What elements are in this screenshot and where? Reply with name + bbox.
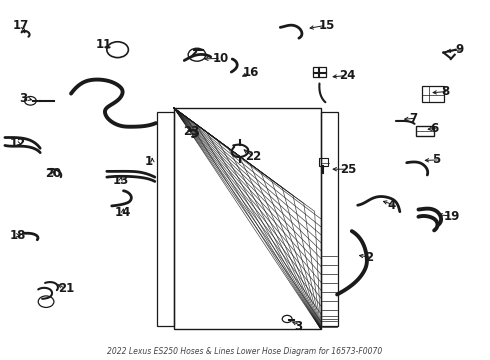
Text: 6: 6 (430, 122, 439, 135)
Bar (321, 112, 338, 326)
Text: 19: 19 (444, 210, 460, 222)
Text: 1: 1 (145, 155, 153, 168)
Text: 2: 2 (366, 251, 374, 264)
Text: 13: 13 (113, 174, 129, 187)
Text: 12: 12 (10, 137, 26, 150)
Text: 16: 16 (243, 66, 259, 79)
Bar (157, 112, 174, 326)
Text: 3: 3 (294, 320, 303, 333)
Bar (319, 158, 328, 166)
Text: 10: 10 (213, 52, 229, 65)
Text: 23: 23 (183, 125, 199, 138)
Text: 2022 Lexus ES250 Hoses & Lines Lower Hose Diagram for 16573-F0070: 2022 Lexus ES250 Hoses & Lines Lower Hos… (107, 347, 383, 356)
Text: 24: 24 (339, 69, 355, 82)
Text: 20: 20 (45, 167, 61, 180)
Text: 17: 17 (12, 19, 28, 32)
Text: 14: 14 (115, 206, 131, 219)
Text: 7: 7 (410, 112, 418, 125)
Text: 21: 21 (58, 282, 74, 295)
Text: 18: 18 (10, 229, 26, 242)
Text: 15: 15 (318, 19, 335, 32)
Text: 4: 4 (387, 199, 395, 212)
Bar (416, 126, 434, 136)
Text: 3: 3 (20, 92, 28, 105)
Text: 25: 25 (340, 163, 356, 176)
Text: 22: 22 (245, 150, 261, 163)
Bar (174, 108, 321, 329)
Bar (422, 86, 444, 102)
Text: 11: 11 (96, 39, 112, 51)
Text: 9: 9 (456, 43, 464, 56)
Bar (313, 67, 326, 77)
Text: 8: 8 (441, 85, 449, 98)
Text: 5: 5 (432, 153, 441, 166)
